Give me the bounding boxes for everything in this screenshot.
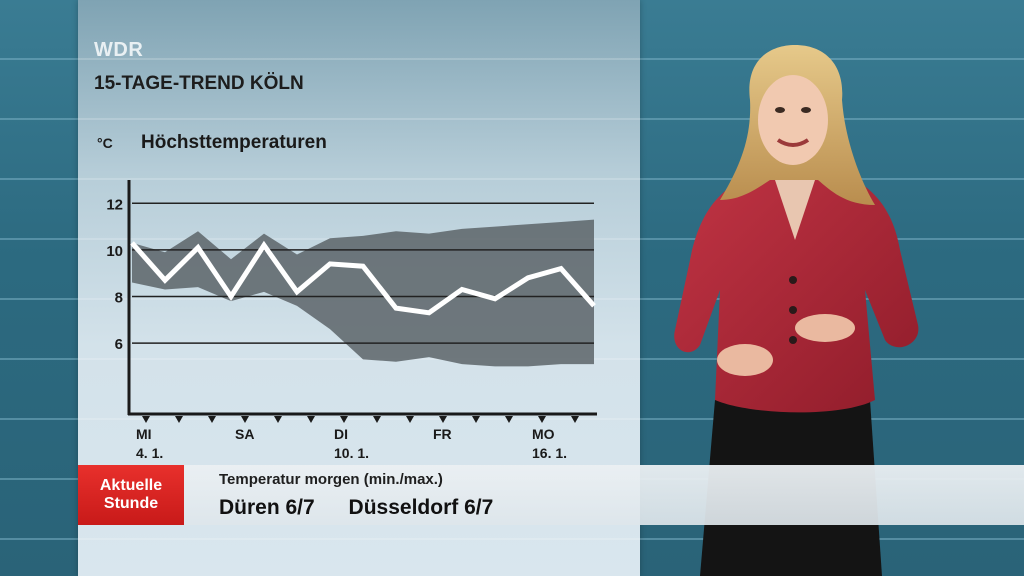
presenter-hand-left [717,344,773,376]
ticker-cities: Düren 6/7 Düsseldorf 6/7 [219,496,521,520]
x-tick-mark [142,416,150,423]
x-tick-mark [241,416,249,423]
presenter [674,45,919,576]
x-tick-mark [571,416,579,423]
y-tick-label: 8 [115,290,123,307]
x-tick-mark [208,416,216,423]
logo-line2: Stunde [103,495,159,512]
x-tick-date: 10. 1. [334,445,369,461]
y-tick-label: 12 [106,196,123,213]
presenter-neckline [775,180,815,240]
x-tick-mark [373,416,381,423]
ticker-subtitle: Temperatur morgen (min./max.) [219,471,443,488]
presenter-hand-right [795,314,855,342]
x-tick-label: FR [433,426,452,442]
x-tick-mark [538,416,546,423]
ticker-item: Düren 6/7 [219,496,315,519]
forecast-title: 15-TAGE-TREND KÖLN [94,73,304,94]
channel-logo: WDR [94,39,144,61]
y-tick-label: 10 [106,243,123,260]
x-tick-mark [406,416,414,423]
aktuelle-stunde-logo: Aktuelle Stunde [78,465,184,525]
x-tick-mark [307,416,315,423]
x-tick-mark [274,416,282,423]
y-tick-label: 6 [115,336,123,353]
x-tick-mark [439,416,447,423]
x-tick-mark [340,416,348,423]
uncertainty-band [132,219,594,367]
x-tick-label: DI [334,426,348,442]
logo-line1: Aktuelle [99,477,163,494]
x-tick-mark [505,416,513,423]
x-tick-label: SA [235,426,254,442]
x-tick-date: 16. 1. [532,445,567,461]
chart-title: Höchsttemperaturen [141,132,327,153]
presenter-face [758,75,828,165]
ticker-item: Düsseldorf 6/7 [348,496,494,519]
y-axis-label: °C [97,135,113,151]
x-tick-mark [472,416,480,423]
x-tick-label: MO [532,426,555,442]
x-tick-label: MI [136,426,152,442]
x-tick-mark [175,416,183,423]
x-tick-date: 4. 1. [136,445,163,461]
ticker-bar [184,465,1024,525]
